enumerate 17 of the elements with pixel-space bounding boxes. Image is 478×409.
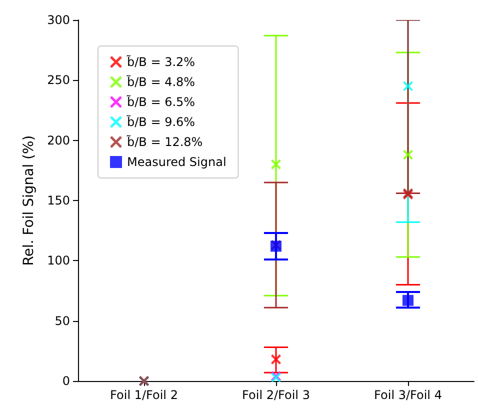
legend-label: b̃/B = 12.8% [126, 134, 203, 149]
y-tick-label: 200 [47, 133, 70, 148]
x-tick-label: Foil 2/Foil 3 [242, 388, 310, 402]
legend-label: Measured Signal [127, 155, 226, 169]
y-tick-label: 250 [47, 73, 70, 88]
y-tick-label: 300 [47, 13, 70, 27]
legend-label: b̃/B = 4.8% [126, 74, 196, 89]
x-tick-label: Foil 3/Foil 4 [374, 388, 442, 402]
legend-label: b̃/B = 9.6% [126, 114, 196, 129]
x-tick-label: Foil 1/Foil 2 [110, 388, 178, 402]
y-tick-label: 0 [62, 374, 70, 388]
legend-label: b̃/B = 6.5% [126, 94, 196, 109]
legend-label: b̃/B = 3.2% [126, 54, 196, 69]
y-axis-title: Rel. Foil Signal (%) [21, 135, 37, 266]
y-tick-label: 150 [47, 194, 70, 208]
y-tick-label: 50 [54, 314, 70, 328]
y-tick-label: 100 [47, 254, 70, 268]
